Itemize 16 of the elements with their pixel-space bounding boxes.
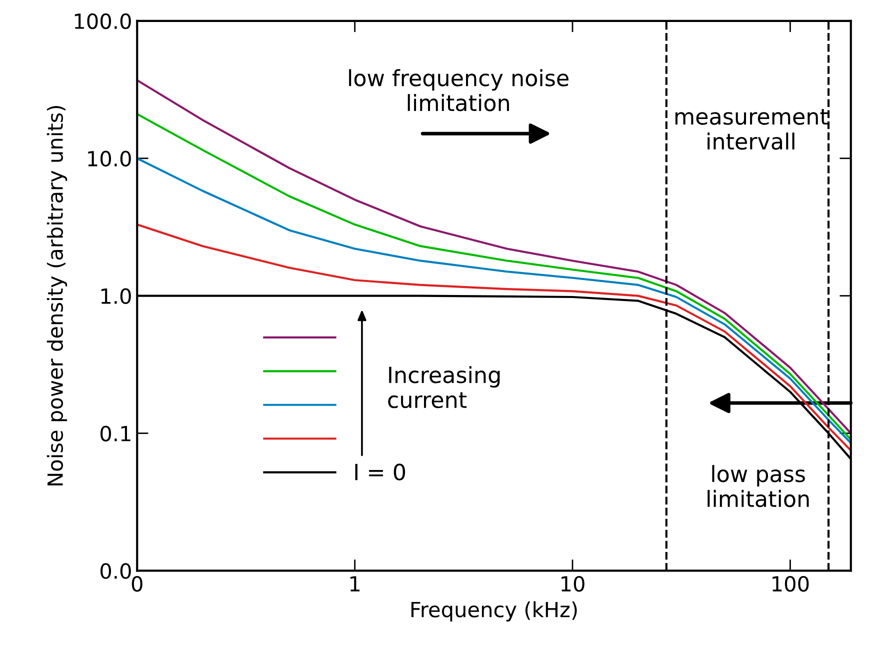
- x-axis-title: Frequency (kHz): [411, 601, 577, 622]
- y-tick-label: 0.1: [100, 426, 130, 442]
- annotation: low frequency noise limitation: [349, 69, 568, 112]
- annotation: Increasing current: [388, 366, 500, 408]
- y-tick-label: 1.0: [101, 288, 131, 304]
- x-tick-label: 0: [132, 576, 142, 592]
- y-tick-label: 0.0: [100, 563, 131, 579]
- y-tick-label: 100.0: [74, 13, 131, 30]
- annotation: low pass limitation: [708, 465, 809, 508]
- y-tick-label: 10.0: [88, 150, 131, 167]
- x-tick-label: 1: [350, 576, 360, 592]
- x-tick-label: 100: [772, 576, 809, 592]
- x-tick-label: 10: [562, 576, 584, 592]
- y-axis-title: Noise power density (arbitrary units): [46, 106, 68, 486]
- annotation: measurement intervall: [675, 108, 828, 150]
- legend-label: I = 0: [355, 464, 406, 480]
